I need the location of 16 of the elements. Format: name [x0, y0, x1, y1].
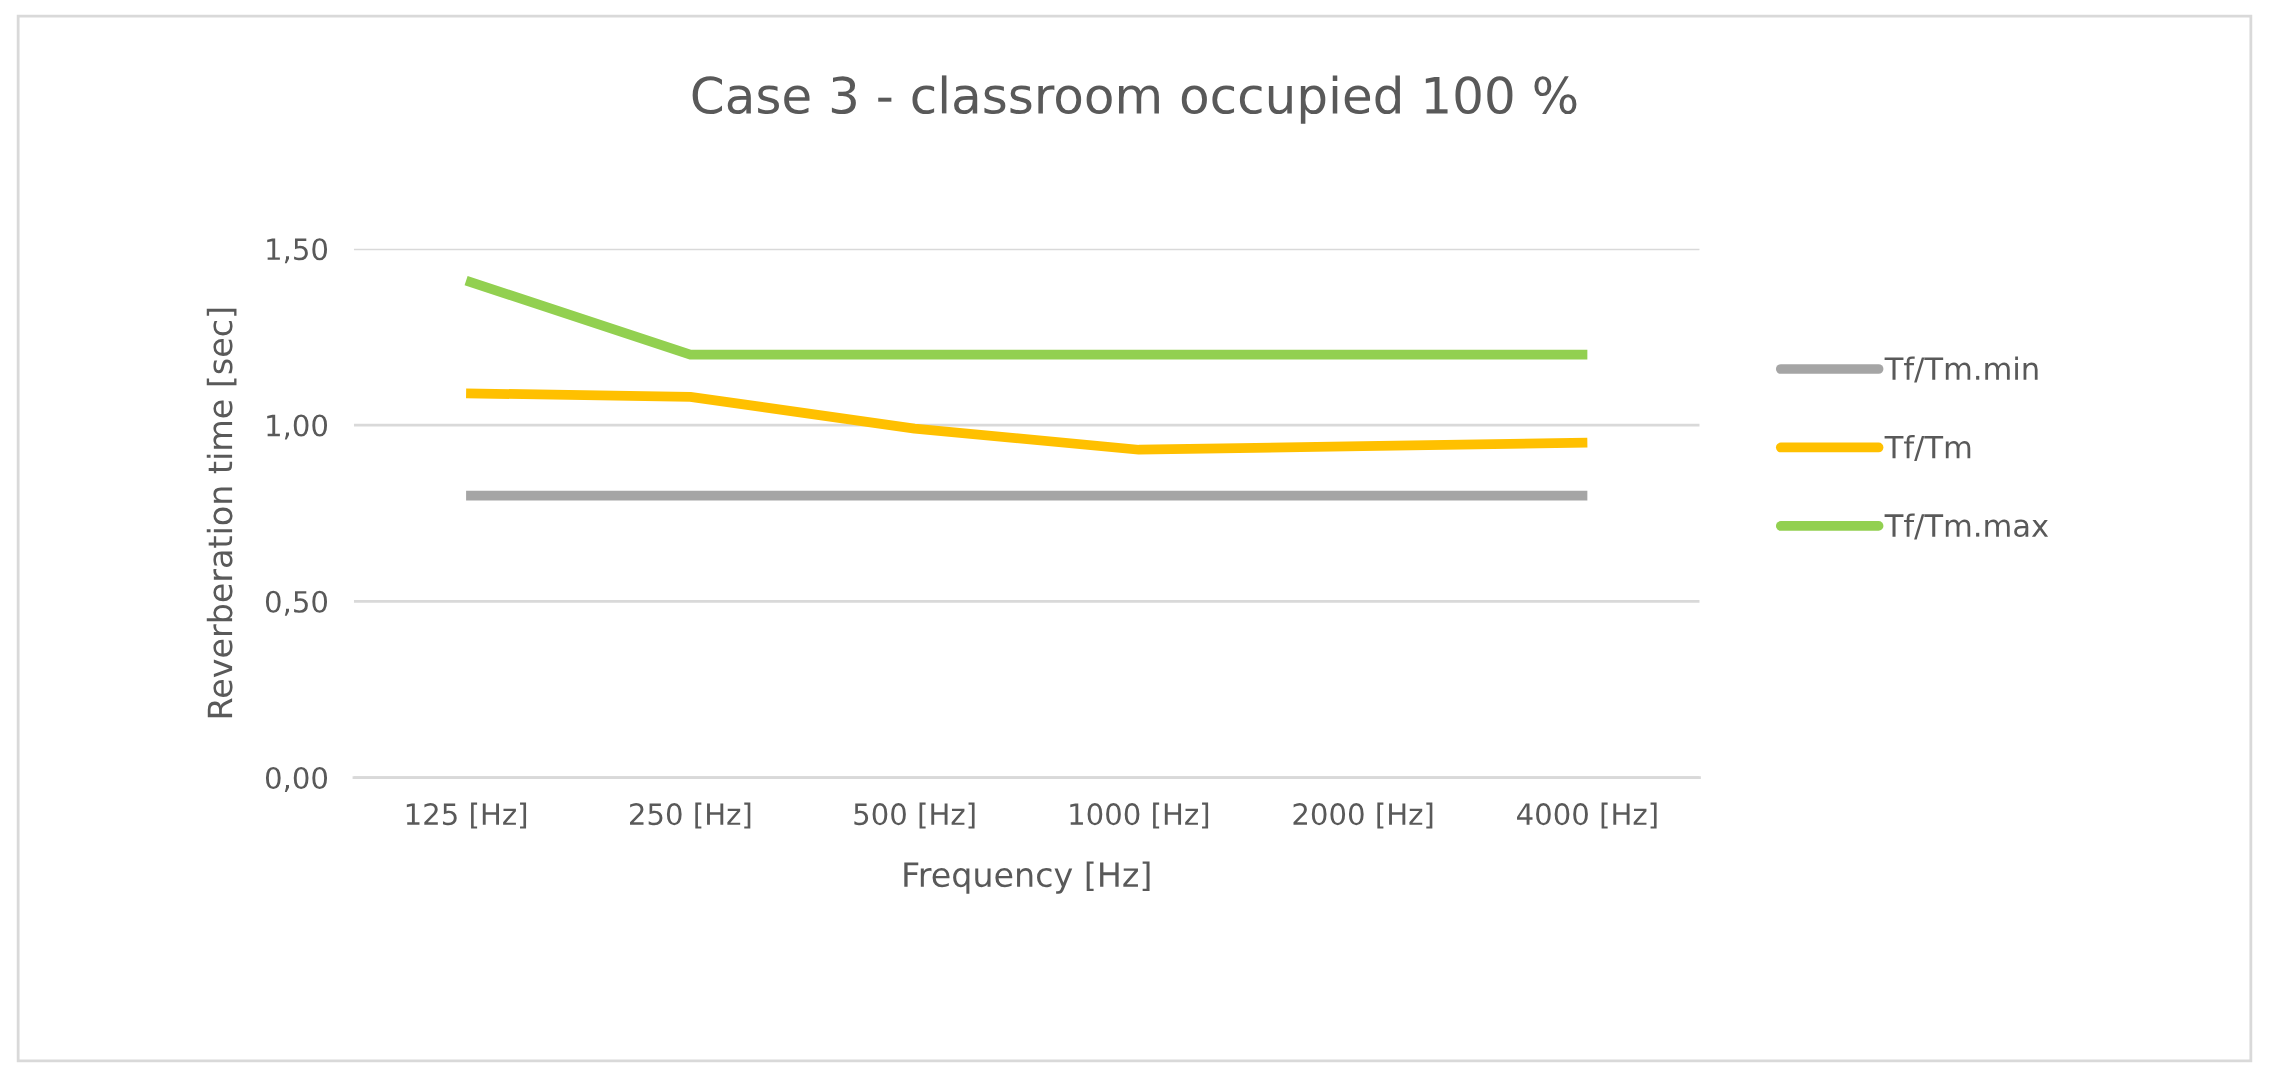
legend-label: Tf/Tm: [1884, 434, 1971, 461]
x-tick-label: 1000 [Hz]: [1070, 802, 1209, 829]
x-tick-label: 250 [Hz]: [630, 802, 751, 829]
y-tick-label: 0,50: [265, 590, 328, 616]
y-tick-label: 0,00: [265, 767, 328, 793]
x-tick-label: 125 [Hz]: [406, 802, 527, 829]
x-tick-label: 500 [Hz]: [854, 802, 975, 829]
legend-label: Tf/Tm.min: [1884, 356, 2038, 383]
y-axis-title: Reverberation time [sec]: [206, 308, 237, 718]
x-tick-label: 4000 [Hz]: [1517, 802, 1657, 829]
x-axis-title: Frequency [Hz]: [904, 861, 1150, 894]
legend-label: Tf/Tm.max: [1884, 513, 2049, 540]
x-tick-label: 2000 [Hz]: [1293, 802, 1433, 829]
y-tick-label: 1,00: [267, 414, 328, 440]
chart-title: Case 3 - classroom occupied 100 %: [692, 75, 1577, 124]
y-tick-label: 1,50: [267, 238, 328, 264]
